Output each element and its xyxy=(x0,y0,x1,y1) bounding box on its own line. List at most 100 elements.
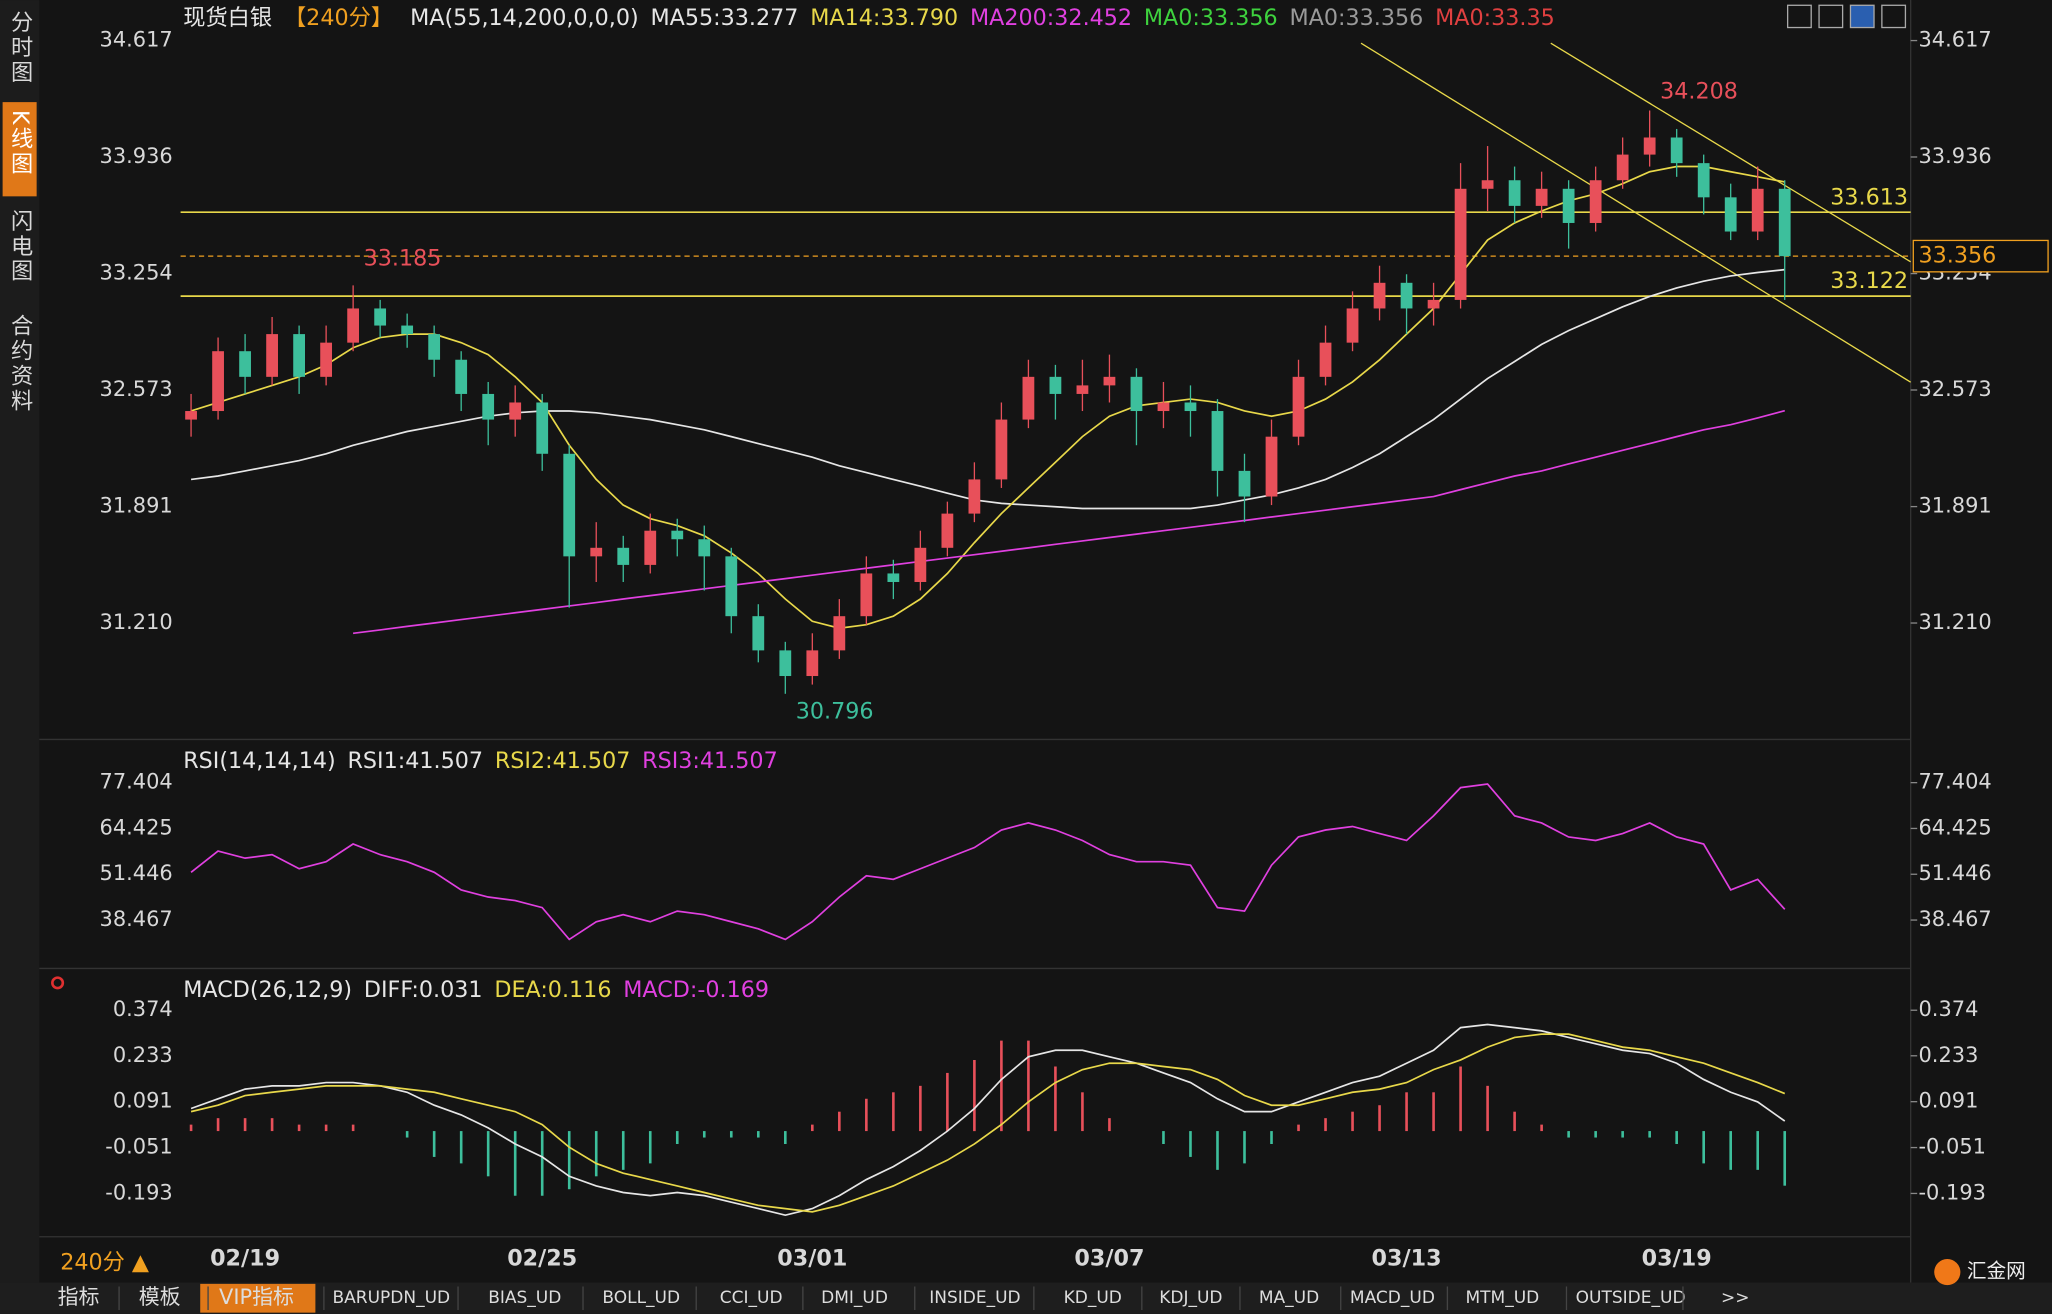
toolbar-item[interactable]: BIAS_UD xyxy=(488,1288,561,1308)
toolbar-item[interactable]: MACD_UD xyxy=(1350,1288,1435,1308)
toolbar-item[interactable]: 模板 xyxy=(139,1285,181,1309)
y-tick-label: 38.467 xyxy=(100,907,173,931)
candle-body xyxy=(563,453,576,557)
toolbar-item[interactable]: MTM_UD xyxy=(1465,1288,1539,1308)
legend-entry: 现货白银 xyxy=(183,5,272,31)
candle-body xyxy=(1400,282,1413,309)
toolbar-active xyxy=(200,1283,316,1313)
y-tick-label: 51.446 xyxy=(100,861,173,885)
legend-entry: DIFF:0.031 xyxy=(364,977,483,1003)
legend-entry: DEA:0.116 xyxy=(494,977,611,1003)
y-tick-label: 32.573 xyxy=(1919,377,1992,401)
candle-body xyxy=(1346,308,1359,343)
y-tick-label: 0.374 xyxy=(1919,997,1979,1021)
candle-body xyxy=(1103,376,1116,386)
legend-entry: MA55:33.277 xyxy=(650,5,798,31)
toolbar-item[interactable]: BARUPDN_UD xyxy=(332,1288,450,1308)
candle-body xyxy=(239,351,251,377)
series-line xyxy=(190,165,1785,630)
window-icons xyxy=(1786,4,1907,29)
y-tick-label: 64.425 xyxy=(100,815,173,839)
toolbar-item[interactable]: DMI_UD xyxy=(821,1288,888,1308)
toolbar-item[interactable]: >> xyxy=(1721,1288,1750,1308)
y-tick-label: 0.233 xyxy=(1919,1043,1979,1067)
y-tick-label: 31.210 xyxy=(1919,610,1992,634)
toolbar-item[interactable]: 指标 xyxy=(58,1285,100,1309)
legend-entry: MA0:33.356 xyxy=(1144,5,1278,31)
toolbar-item[interactable]: OUTSIDE_UD xyxy=(1576,1288,1686,1308)
tab[interactable]: K线图 xyxy=(7,110,33,177)
candle-body xyxy=(1724,197,1737,232)
tab[interactable]: 分时图 xyxy=(7,10,33,85)
candle-body xyxy=(536,402,549,454)
candle-body xyxy=(320,342,333,377)
candle-body xyxy=(806,650,819,677)
toolbar-item[interactable]: MA_UD xyxy=(1259,1288,1319,1308)
legend-entry: RSI3:41.507 xyxy=(642,748,778,774)
toolbar-item[interactable]: BOLL_UD xyxy=(602,1288,680,1308)
toolbar-item[interactable]: VIP指标 xyxy=(219,1285,294,1309)
legend-entry: 【240分】 xyxy=(284,5,393,31)
candle-body xyxy=(698,539,711,557)
candle-body xyxy=(1130,376,1143,412)
candle-body xyxy=(1562,188,1575,223)
candle-body xyxy=(1589,180,1602,223)
legend-entry: MACD:-0.169 xyxy=(623,977,769,1003)
candle-body xyxy=(1184,402,1197,412)
tab[interactable]: 合约资料 xyxy=(7,314,33,414)
y-tick-label: 77.404 xyxy=(1919,770,1992,794)
toolbar-item[interactable]: INSIDE_UD xyxy=(929,1288,1020,1308)
candle-body xyxy=(1373,282,1386,309)
y-tick-label: -0.051 xyxy=(105,1135,172,1159)
icon[interactable] xyxy=(1786,4,1812,29)
y-tick-label: 0.091 xyxy=(1919,1089,1979,1113)
tab[interactable]: 闪电图 xyxy=(7,209,33,284)
y-tick-label: 51.446 xyxy=(1919,861,1992,885)
candle-body xyxy=(1670,137,1683,164)
legend-entry: MACD(26,12,9) xyxy=(183,977,352,1003)
y-tick-label: 34.617 xyxy=(1919,28,1992,52)
candle-body xyxy=(401,325,414,335)
legend-entry: MA14:33.790 xyxy=(810,5,958,31)
toolbar-item[interactable]: KDJ_UD xyxy=(1159,1288,1222,1308)
legend-entry: RSI1:41.507 xyxy=(347,748,483,774)
settings-icon[interactable] xyxy=(51,976,65,990)
y-tick-label: -0.051 xyxy=(1919,1135,1986,1159)
icon[interactable] xyxy=(1818,4,1844,29)
logo-icon xyxy=(1934,1258,1961,1286)
y-tick-label: 33.254 xyxy=(100,261,173,285)
trend-line xyxy=(1550,42,1912,263)
candle-body xyxy=(1508,180,1521,206)
icon[interactable] xyxy=(1881,4,1907,29)
y-tick-label: 34.617 xyxy=(100,28,173,52)
x-tick-label: 03/13 xyxy=(1372,1245,1442,1271)
candle-body xyxy=(833,616,846,651)
line-label: 33.122 xyxy=(1830,268,1908,294)
extreme-label: 30.796 xyxy=(796,699,874,725)
x-tick-label: 02/25 xyxy=(507,1245,577,1271)
extreme-label: 34.208 xyxy=(1660,79,1738,105)
candle-body xyxy=(212,351,224,412)
legend-entry: MA0:33.35 xyxy=(1435,5,1555,31)
candle-body xyxy=(995,419,1008,480)
y-tick-label: 0.091 xyxy=(113,1089,173,1113)
icon[interactable] xyxy=(1849,4,1875,29)
x-tick-label: 03/07 xyxy=(1074,1245,1144,1271)
y-tick-label: 33.936 xyxy=(1919,144,1992,168)
candle-body xyxy=(1778,188,1791,257)
candle-body xyxy=(1022,376,1035,420)
candle-body xyxy=(590,547,603,557)
candle-body xyxy=(185,411,197,420)
series-line xyxy=(190,783,1786,941)
legend-entry: MA(55,14,200,0,0,0) xyxy=(410,5,639,31)
toolbar-item[interactable]: CCI_UD xyxy=(720,1288,783,1308)
period-button[interactable]: 240分 ▲ xyxy=(60,1249,150,1275)
candle-body xyxy=(914,547,927,582)
y-tick-label: 32.573 xyxy=(100,377,173,401)
candle-body xyxy=(1238,470,1251,497)
candle-body xyxy=(617,547,630,565)
toolbar-item[interactable]: KD_UD xyxy=(1064,1288,1122,1308)
